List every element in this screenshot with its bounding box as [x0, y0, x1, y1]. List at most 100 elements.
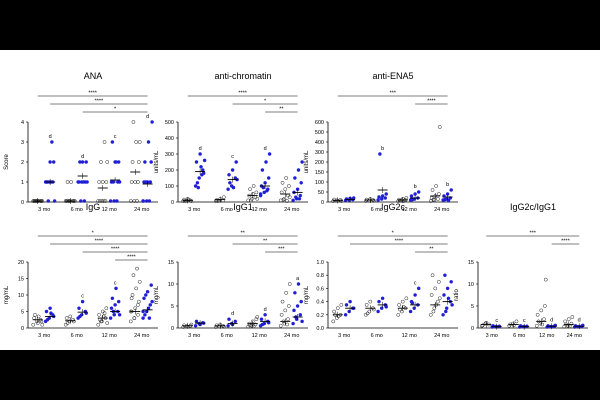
data-point-blue: [115, 199, 119, 203]
x-tick-label: 3 mo: [338, 207, 350, 213]
data-point-black: [283, 187, 288, 192]
x-tick-label: 12 mo: [252, 207, 267, 213]
data-point-black: [431, 309, 436, 314]
significance-label: ****: [127, 255, 136, 261]
data-point-black: [98, 199, 102, 203]
data-point-blue: [413, 293, 417, 297]
data-point-blue: [141, 316, 145, 320]
data-point-black: [539, 308, 544, 313]
data-point-black: [287, 184, 291, 188]
data-point-black: [400, 299, 405, 304]
data-point-black: [285, 199, 289, 203]
data-point-blue: [141, 309, 145, 314]
x-tick-label: 6 mo: [221, 333, 233, 339]
data-point-black: [222, 324, 226, 329]
x-tick-label: 12 mo: [539, 333, 554, 339]
y-tick-label: 600: [315, 120, 324, 126]
data-point-blue: [82, 199, 87, 203]
data-point-black: [483, 321, 488, 326]
data-point-black: [132, 199, 137, 203]
data-point-blue: [145, 289, 150, 294]
data-point-blue: [444, 306, 449, 310]
data-point-blue: [234, 160, 238, 164]
data-point-blue: [441, 313, 445, 317]
data-point-black: [68, 314, 73, 319]
x-tick-label: 6 mo: [371, 333, 383, 339]
data-point-black: [217, 198, 222, 203]
data-point-black: [105, 160, 110, 164]
data-point-blue: [150, 299, 154, 304]
data-point-blue: [117, 313, 122, 317]
data-point-blue: [384, 305, 388, 309]
data-point-black: [254, 317, 259, 322]
chart-title: anti-ENA5: [372, 71, 413, 81]
data-point-blue: [52, 199, 57, 203]
data-point-black: [99, 160, 103, 164]
chart-2: anti-ENA5 0 50 100 150 200 300 400 500 600 units/m…: [304, 71, 458, 213]
significance-label: *: [114, 107, 117, 113]
data-point-blue: [377, 299, 381, 304]
y-axis-label: mg/mL: [4, 285, 10, 304]
data-point-blue: [48, 306, 52, 310]
significance-label: ****: [95, 239, 104, 245]
chart-title: IgG1: [233, 202, 253, 212]
data-point-black: [105, 321, 110, 325]
data-point-black: [136, 180, 140, 184]
data-point-black: [136, 303, 140, 307]
data-point-black: [135, 199, 139, 203]
significance-letter: b: [414, 184, 417, 190]
data-point-blue: [147, 199, 152, 203]
data-point-blue: [300, 160, 304, 164]
data-point-blue: [233, 319, 238, 324]
data-point-black: [430, 273, 435, 278]
data-point-blue: [44, 309, 49, 314]
data-point-blue: [294, 195, 298, 199]
data-point-blue: [200, 173, 204, 177]
significance-label: ***: [530, 231, 537, 237]
y-tick-label: 4: [21, 120, 24, 126]
data-point-black: [570, 315, 575, 319]
data-point-black: [437, 125, 442, 129]
data-point-black: [36, 314, 41, 319]
y-axis-label: Score: [4, 154, 10, 170]
data-point-blue: [344, 197, 349, 201]
data-point-black: [428, 312, 433, 317]
data-point-blue: [442, 293, 446, 297]
data-point-blue: [263, 313, 267, 317]
y-tick-label: 400: [315, 140, 324, 146]
data-point-blue: [193, 184, 198, 188]
data-point-black: [137, 299, 141, 304]
data-point-blue: [291, 321, 295, 326]
data-point-blue: [198, 152, 202, 156]
data-point-black: [222, 195, 226, 200]
data-point-black: [97, 312, 102, 317]
significance-letter: b: [446, 182, 449, 188]
data-point-blue: [266, 176, 271, 180]
data-point-blue: [85, 180, 89, 184]
data-point-black: [480, 323, 485, 328]
significance-label: **: [241, 231, 246, 237]
data-point-blue: [377, 195, 381, 199]
data-point-blue: [111, 180, 116, 184]
data-point-blue: [201, 168, 205, 172]
significance-letter: a: [296, 276, 300, 282]
data-point-black: [65, 321, 70, 325]
data-point-black: [255, 315, 260, 319]
y-tick-label: 200: [165, 168, 174, 174]
data-point-black: [254, 190, 259, 195]
data-point-black: [69, 180, 74, 184]
significance-label: *: [264, 99, 267, 105]
y-tick-label: 5: [21, 310, 24, 316]
data-point-black: [398, 198, 402, 203]
y-tick-label: 0.0: [316, 326, 324, 332]
x-tick-label: 6 mo: [71, 333, 83, 339]
figure-panel: ANA 0 1 2 3 4 Score 3 mo 6 mo 12 mo 24 mo d d c d **** *…: [0, 50, 600, 350]
y-tick-label: 150: [315, 170, 324, 176]
y-axis-label: mg/mL: [154, 285, 160, 304]
y-tick-label: 0: [171, 326, 174, 332]
data-point-black: [100, 199, 104, 203]
chart-title: anti-chromatin: [214, 71, 271, 81]
data-point-black: [128, 319, 133, 324]
data-point-blue: [50, 140, 54, 144]
y-tick-label: 50: [318, 190, 324, 196]
